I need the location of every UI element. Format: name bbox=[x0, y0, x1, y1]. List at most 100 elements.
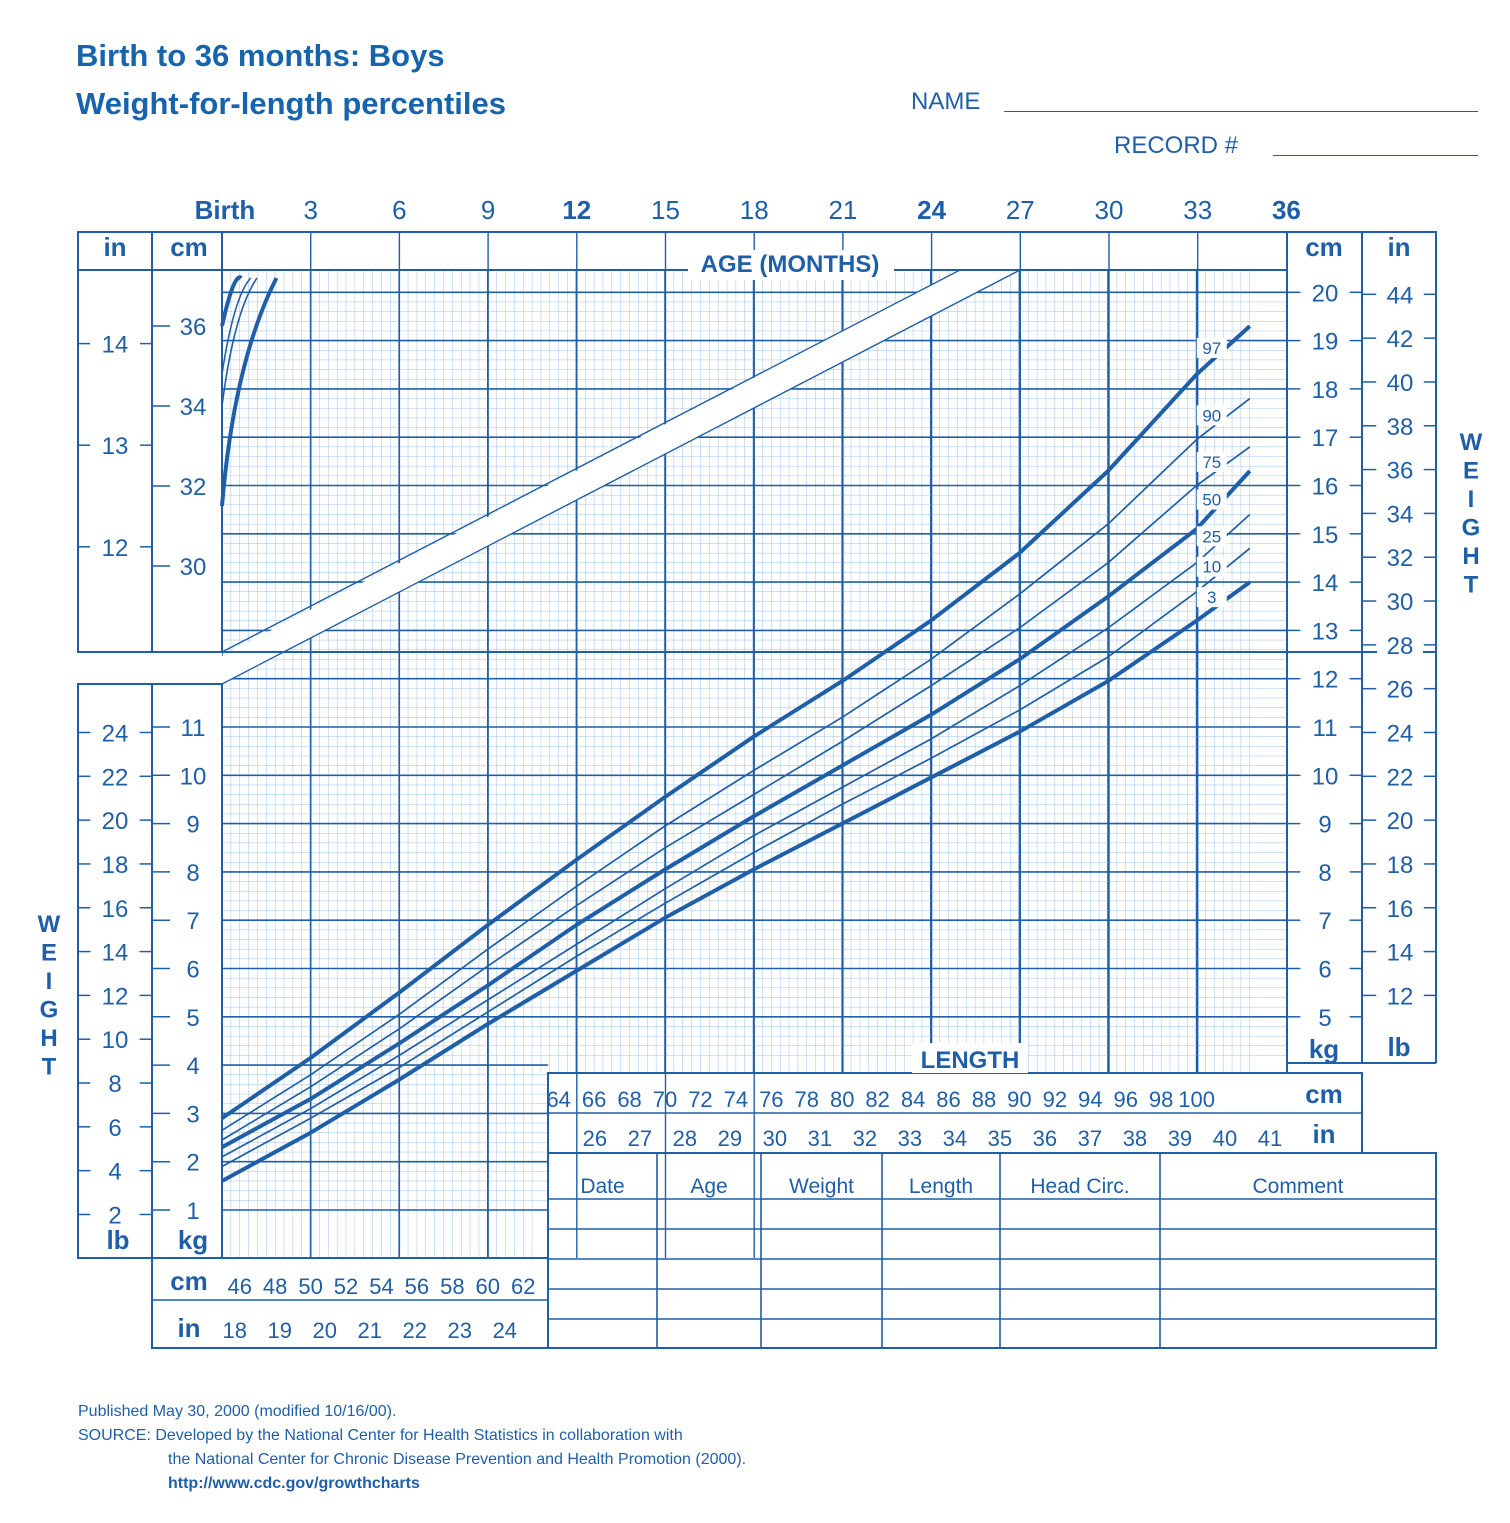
lb-tick-label: 36 bbox=[1387, 458, 1414, 485]
source-url[interactable]: http://www.cdc.gov/growthcharts bbox=[168, 1475, 420, 1492]
length-in-tick-label: 30 bbox=[763, 1126, 787, 1151]
kg-tick-label: 20 bbox=[1312, 280, 1339, 307]
tick-bg bbox=[92, 1114, 138, 1139]
tick-bg bbox=[1377, 413, 1423, 438]
published-note: Published May 30, 2000 (modified 10/16/0… bbox=[78, 1403, 397, 1420]
weight-axis-letter: T bbox=[1464, 572, 1479, 599]
curve-label-bg bbox=[1196, 337, 1227, 358]
kg-tick-label: 8 bbox=[1318, 860, 1331, 887]
age-tick-label: 12 bbox=[562, 195, 591, 225]
kg-tick-label: 16 bbox=[1312, 474, 1339, 501]
percentile-curve-10 bbox=[221, 547, 1251, 1168]
unit-in-label: in bbox=[103, 232, 126, 262]
kg-tick-label: 9 bbox=[186, 812, 199, 839]
age-tick-label: 15 bbox=[651, 195, 680, 225]
kg-tick-label: 7 bbox=[1318, 908, 1331, 935]
kg-tick-label: 9 bbox=[1318, 812, 1331, 839]
name-field-line[interactable] bbox=[1004, 111, 1478, 112]
weight-axis-letter: G bbox=[40, 997, 59, 1024]
lb-tick-label: 34 bbox=[1387, 501, 1414, 528]
length-cm-tick-label: 68 bbox=[617, 1087, 641, 1112]
length-in-tick-label: 39 bbox=[1168, 1126, 1192, 1151]
tick-bg bbox=[1377, 457, 1423, 482]
head-cm-tick-label: 30 bbox=[180, 554, 207, 581]
length-cm-tick-label: 50 bbox=[298, 1274, 322, 1299]
length-cm-tick-label: 84 bbox=[901, 1087, 925, 1112]
record-field-line[interactable] bbox=[1273, 155, 1478, 156]
curve-label-bg bbox=[1196, 526, 1227, 547]
tick-bg bbox=[1302, 521, 1348, 546]
tick-bg bbox=[170, 1101, 210, 1126]
weight-axis-letter: I bbox=[46, 968, 53, 995]
weight-axis-letter: E bbox=[41, 940, 57, 967]
kg-tick-label: 11 bbox=[1313, 715, 1338, 742]
length-cm-tick-label: 92 bbox=[1043, 1087, 1067, 1112]
lb-tick-label: 6 bbox=[108, 1115, 121, 1142]
lb-tick-label: 4 bbox=[108, 1159, 121, 1186]
kg-tick-label: 8 bbox=[186, 860, 199, 887]
tick-bg bbox=[1377, 939, 1423, 964]
weight-axis-letter: H bbox=[40, 1025, 57, 1052]
tick-bg bbox=[1377, 545, 1423, 570]
length-cm-tick-label: 86 bbox=[936, 1087, 960, 1112]
length-in-tick-label: 28 bbox=[673, 1126, 697, 1151]
lb-tick-label: 28 bbox=[1387, 633, 1414, 660]
tick-bg bbox=[1302, 811, 1348, 836]
kg-tick-label: 11 bbox=[181, 715, 206, 742]
length-cm-tick-label: 70 bbox=[653, 1087, 677, 1112]
lb-tick-label: 42 bbox=[1387, 326, 1414, 353]
age-tick-label: 21 bbox=[828, 195, 857, 225]
length-in-tick-label: 20 bbox=[313, 1318, 337, 1343]
lb-tick-label: 16 bbox=[102, 896, 129, 923]
tick-bg bbox=[1302, 1004, 1348, 1029]
length-in-tick-label: 29 bbox=[718, 1126, 742, 1151]
length-axis-label: LENGTH bbox=[921, 1047, 1020, 1074]
length-in-tick-label: 32 bbox=[853, 1126, 877, 1151]
unit-cm-label: cm bbox=[1305, 1079, 1343, 1109]
kg-tick-label: 10 bbox=[180, 763, 207, 790]
weight-axis-letter: H bbox=[1462, 543, 1479, 570]
curve-label-bg bbox=[1196, 587, 1227, 608]
length-cm-tick-label: 98 bbox=[1149, 1087, 1173, 1112]
tick-bg bbox=[92, 534, 138, 559]
length-in-tick-label: 33 bbox=[898, 1126, 922, 1151]
percentile-curve-97 bbox=[220, 324, 1252, 1120]
tick-bg bbox=[92, 939, 138, 964]
source-note: SOURCE: Developed by the National Center… bbox=[78, 1427, 683, 1444]
kg-tick-label: 5 bbox=[186, 1005, 199, 1032]
tick-bg bbox=[92, 1158, 138, 1183]
lb-tick-label: 22 bbox=[1387, 764, 1414, 791]
tick-bg bbox=[170, 1149, 210, 1174]
chart-title-line2: Weight-for-length percentiles bbox=[76, 86, 507, 121]
kg-tick-label: 10 bbox=[1312, 763, 1339, 790]
tick-bg bbox=[1302, 666, 1348, 691]
tick-bg bbox=[92, 331, 138, 356]
lb-tick-label: 32 bbox=[1387, 545, 1414, 572]
curve-label-bg bbox=[1196, 489, 1227, 510]
tick-bg bbox=[92, 1071, 138, 1096]
length-cm-tick-label: 56 bbox=[405, 1274, 429, 1299]
kg-tick-label: 17 bbox=[1312, 425, 1339, 452]
age-band-edge bbox=[221, 269, 961, 653]
age-band-edge bbox=[221, 269, 1021, 685]
length-in-tick-label: 31 bbox=[808, 1126, 832, 1151]
tick-bg bbox=[1302, 715, 1348, 739]
kg-tick-label: 4 bbox=[186, 1053, 199, 1080]
length-cm-tick-label: 74 bbox=[724, 1087, 748, 1112]
lb-tick-label: 10 bbox=[102, 1027, 129, 1054]
tick-bg bbox=[1377, 983, 1423, 1008]
measurement-table[interactable]: Date Age Weight Length Head Circ. Comment bbox=[547, 1152, 1437, 1349]
percentile-label-25: 25 bbox=[1202, 527, 1221, 546]
unit-in-label: in bbox=[177, 1313, 200, 1343]
kg-tick-label: 1 bbox=[186, 1198, 199, 1225]
age-axis-label: AGE (MONTHS) bbox=[701, 251, 880, 278]
tick-bg bbox=[1302, 859, 1348, 884]
tick-bg bbox=[92, 808, 138, 833]
length-in-tick-label: 24 bbox=[493, 1318, 517, 1343]
tick-bg bbox=[92, 895, 138, 920]
table-border bbox=[547, 1152, 1437, 1349]
lb-tick-label: 44 bbox=[1387, 282, 1414, 309]
length-cm-tick-label: 82 bbox=[865, 1087, 889, 1112]
